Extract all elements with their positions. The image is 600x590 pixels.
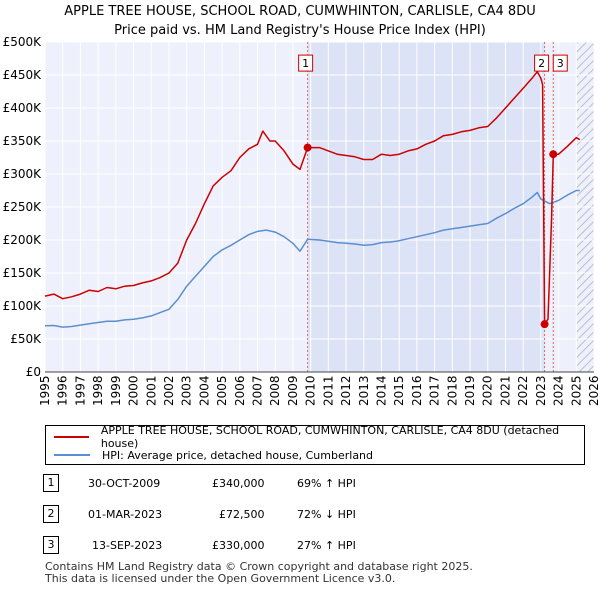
x-tick-label: 2002 — [162, 375, 176, 406]
x-tick-label: 2020 — [481, 375, 495, 406]
x-tick-label: 2025 — [569, 375, 583, 406]
x-tick-label: 2005 — [215, 375, 229, 406]
x-tick-label: 2001 — [144, 375, 158, 406]
x-tick-label: 2016 — [410, 375, 424, 406]
legend-label-property: APPLE TREE HOUSE, SCHOOL ROAD, CUMWHINTO… — [100, 424, 560, 450]
transaction-hpi-change: 27% ↑ HPI — [297, 539, 356, 552]
x-tick-label: 1995 — [38, 375, 52, 406]
transaction-number-badge: 1 — [43, 474, 59, 492]
x-tick-label: 2007 — [251, 375, 265, 406]
marker-2-label: 2 — [538, 57, 545, 70]
x-tick-label: 2004 — [197, 375, 211, 406]
transaction-row: 3 13-SEP-2023 £330,000 27% ↑ HPI — [0, 535, 600, 557]
transaction-date: 30-OCT-2009 — [88, 477, 161, 490]
x-tick-label: 2011 — [321, 375, 335, 406]
y-tick-label: £300K — [3, 167, 43, 181]
y-tick-label: £400K — [3, 101, 43, 115]
x-tick-label: 2013 — [357, 375, 371, 406]
y-tick-label: £200K — [3, 233, 43, 247]
x-tick-label: 1998 — [91, 375, 105, 406]
marker-1-label: 1 — [302, 57, 309, 70]
marker-3-label: 3 — [557, 57, 564, 70]
y-tick-label: £450K — [3, 68, 43, 82]
x-tick-label: 1999 — [109, 375, 123, 406]
transaction-date: 01-MAR-2023 — [88, 508, 163, 521]
x-tick-label: 1997 — [73, 375, 87, 406]
y-tick-label: £150K — [3, 266, 43, 280]
sale-point-3 — [549, 150, 558, 159]
x-tick-label: 2012 — [339, 375, 353, 406]
y-tick-label: £350K — [3, 134, 43, 148]
transaction-date: 13-SEP-2023 — [92, 539, 163, 552]
legend-label-hpi: HPI: Average price, detached house, Cumb… — [102, 448, 374, 462]
footer-copyright: Contains HM Land Registry data © Crown c… — [45, 560, 473, 573]
x-tick-label: 2026 — [587, 375, 600, 406]
property-series-line — [44, 70, 581, 325]
footer: Contains HM Land Registry data © Crown c… — [45, 561, 473, 585]
x-tick-label: 2006 — [233, 375, 247, 406]
x-tick-label: 2014 — [374, 375, 388, 406]
transaction-row: 1 30-OCT-2009 £340,000 69% ↑ HPI — [0, 473, 600, 495]
y-tick-label: £100K — [3, 299, 43, 313]
x-tick-label: 2015 — [392, 375, 406, 406]
marker-2-box — [534, 54, 550, 72]
transaction-number-badge: 2 — [43, 505, 59, 523]
transaction-price: £330,000 — [212, 539, 265, 552]
x-tick-label: 2024 — [552, 375, 566, 406]
marker-1-box — [298, 54, 314, 72]
sale-point-1 — [303, 143, 312, 152]
y-tick-label: £0 — [26, 365, 41, 379]
x-tick-label: 2021 — [498, 375, 512, 406]
sale-point-2 — [540, 320, 549, 329]
legend-item-property: APPLE TREE HOUSE, SCHOOL ROAD, CUMWHINTO… — [54, 424, 584, 450]
legend-swatch-hpi — [54, 454, 90, 456]
y-tick-label: £50K — [10, 332, 42, 346]
x-tick-label: 2010 — [304, 375, 318, 406]
chart-legend: APPLE TREE HOUSE, SCHOOL ROAD, CUMWHINTO… — [45, 424, 585, 465]
x-tick-label: 2023 — [534, 375, 548, 406]
x-tick-label: 1996 — [56, 375, 70, 406]
footer-licence: This data is licensed under the Open Gov… — [45, 572, 396, 585]
transaction-hpi-change: 72% ↓ HPI — [297, 508, 356, 521]
legend-item-hpi: HPI: Average price, detached house, Cumb… — [54, 446, 373, 464]
transaction-hpi-change: 69% ↑ HPI — [297, 477, 356, 490]
x-tick-label: 2000 — [127, 375, 141, 406]
x-tick-label: 2019 — [463, 375, 477, 406]
x-tick-label: 2022 — [516, 375, 530, 406]
y-tick-label: £250K — [3, 200, 43, 214]
marker-3-box — [552, 54, 568, 72]
legend-swatch-property — [54, 436, 89, 438]
title-line-1: APPLE TREE HOUSE, SCHOOL ROAD, CUMWHINTO… — [64, 4, 536, 19]
transaction-price: £340,000 — [212, 477, 265, 490]
price-chart: £0 £50K £100K £150K £200K £250K £300K £350K £400… — [3, 35, 600, 406]
x-tick-label: 2017 — [428, 375, 442, 406]
transaction-number-badge: 3 — [43, 536, 59, 554]
title-line-2: Price paid vs. HM Land Registry's House … — [114, 23, 486, 38]
transaction-price: £72,500 — [219, 508, 265, 521]
x-tick-label: 2009 — [286, 375, 300, 406]
x-tick-label: 2008 — [268, 375, 282, 406]
hpi-series-line — [44, 189, 580, 328]
transaction-row: 2 01-MAR-2023 £72,500 72% ↓ HPI — [0, 504, 600, 526]
x-tick-label: 2018 — [445, 375, 459, 406]
y-tick-label: £500K — [3, 35, 43, 49]
x-tick-label: 2003 — [180, 375, 194, 406]
chart-title: APPLE TREE HOUSE, SCHOOL ROAD, CUMWHINTO… — [0, 2, 600, 40]
